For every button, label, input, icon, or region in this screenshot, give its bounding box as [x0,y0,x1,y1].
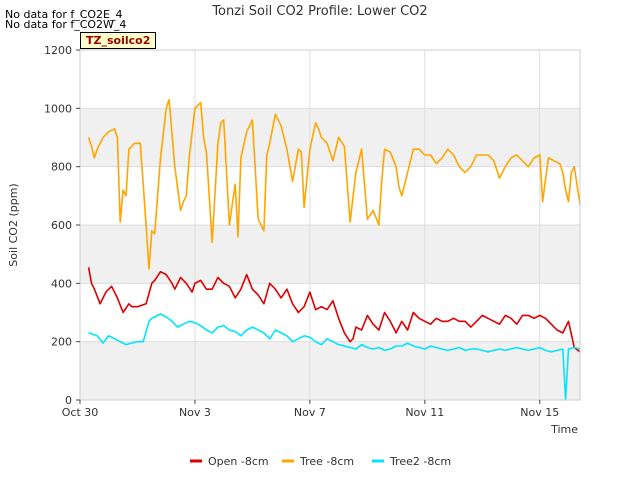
band-0 [80,341,580,400]
ytick-label-1000: 1000 [44,102,72,115]
ytick-label-0: 0 [65,394,72,407]
site-badge: TZ_soilco2 [80,32,157,49]
legend-label-open-8cm: Open -8cm [208,455,269,468]
series-line-tree-8cm [87,98,581,270]
xtick-label-nov-7: Nov 7 [294,406,326,419]
ytick-label-200: 200 [51,336,72,349]
xtick-label-nov-3: Nov 3 [179,406,211,419]
y-ticks: 0 200 400 600 800 1000 1200 [44,44,80,407]
series-line-tree2-8cm [88,313,581,401]
xtick-label-nov-15: Nov 15 [520,406,559,419]
legend-label-tree2-8cm: Tree2 -8cm [389,455,451,468]
band-800 [80,108,580,167]
ytick-label-400: 400 [51,277,72,290]
ytick-label-800: 800 [51,161,72,174]
series-line-open-8cm [87,267,581,353]
x-ticks: Oct 30 Nov 3 Nov 7 Nov 11 Nov 15 [62,400,559,419]
ytick-label-1200: 1200 [44,44,72,57]
legend-label-tree-8cm: Tree -8cm [299,455,354,468]
y-axis-label: Soil CO2 (ppm) [7,183,20,266]
xtick-label-nov-11: Nov 11 [405,406,444,419]
ytick-label-600: 600 [51,219,72,232]
series-lines [87,98,581,401]
no-data-note-2: No data for f_CO2W_4 [5,18,127,31]
x-axis-label: Time [550,423,578,436]
chart-title: Tonzi Soil CO2 Profile: Lower CO2 [211,4,427,19]
xtick-label-oct-30: Oct 30 [62,406,99,419]
legend: Open -8cm Tree -8cm Tree2 -8cm [190,455,451,468]
no-data-note-1: No data for f_CO2E_4 [5,8,123,21]
